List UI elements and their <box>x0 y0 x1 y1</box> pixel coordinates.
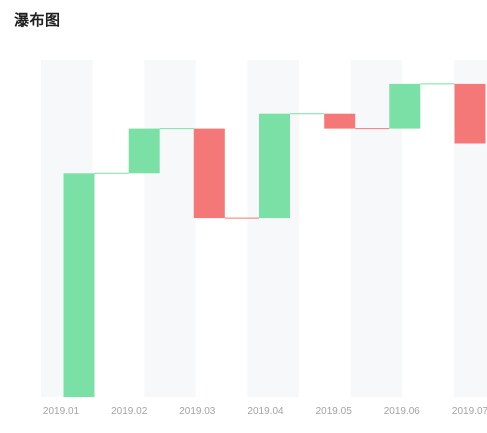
x-tick-label: 2019.02 <box>111 406 148 417</box>
x-tick-label: 2019.03 <box>179 406 216 417</box>
bars <box>63 83 486 397</box>
x-tick-label: 2019.01 <box>43 406 80 417</box>
connector-lines <box>94 83 455 219</box>
bar-2019.06[interactable] <box>389 83 421 129</box>
bar-2019.05[interactable] <box>324 113 356 129</box>
bar-2019.01[interactable] <box>63 173 95 397</box>
bar-2019.02[interactable] <box>128 128 160 174</box>
x-tick-label: 2019.04 <box>247 406 284 417</box>
x-tick-label: 2019.07 <box>452 406 487 417</box>
bar-2019.03[interactable] <box>193 128 225 219</box>
x-tick-label: 2019.06 <box>384 406 421 417</box>
x-tick-label: 2019.05 <box>316 406 353 417</box>
bar-2019.04[interactable] <box>259 113 290 219</box>
chart-title: 瀑布图 <box>14 11 61 29</box>
background-band <box>247 60 299 397</box>
bar-2019.07[interactable] <box>454 83 486 144</box>
x-axis-tick-labels: 2019.01 2019.02 2019.03 2019.04 2019.05 2019.… <box>43 406 487 417</box>
background-band <box>144 60 196 397</box>
